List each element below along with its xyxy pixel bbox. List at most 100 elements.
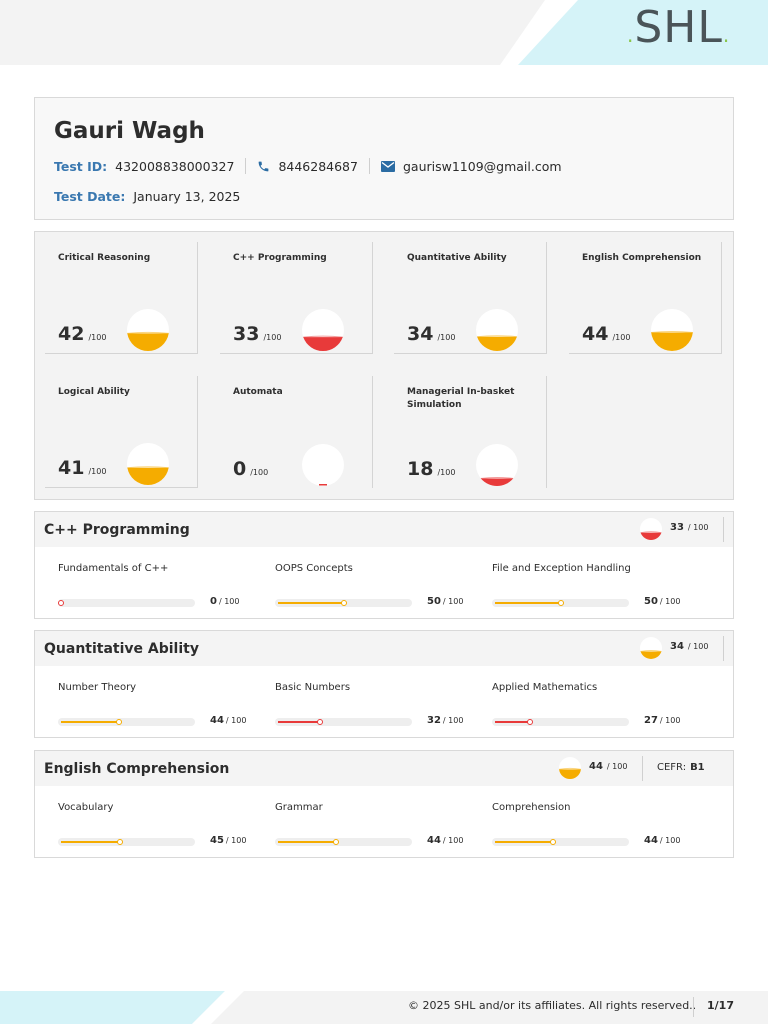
candidate-card: Gauri Wagh Test ID: 432008838000327 8446… xyxy=(34,97,734,220)
tile-title: English Comprehension xyxy=(582,253,702,263)
subskill-score: 44/ 100 xyxy=(427,835,463,846)
section-panel: Quantitative Ability 34/ 100 Number Theory… xyxy=(34,630,734,738)
subskill-progress-bar xyxy=(275,838,412,846)
score-gauge-fill xyxy=(477,336,517,351)
tile-title: Logical Ability xyxy=(58,387,130,397)
subskill-name: Grammar xyxy=(275,802,323,813)
tile-score-max: /100 xyxy=(437,468,456,477)
progress-fill xyxy=(495,602,561,604)
section-title: English Comprehension xyxy=(44,761,230,777)
subskill-name: Applied Mathematics xyxy=(492,682,598,693)
subskill-name: Fundamentals of C++ xyxy=(58,563,169,574)
copyright-text: © 2025 SHL and/or its affiliates. All ri… xyxy=(408,999,697,1012)
section-score-value: 34 xyxy=(670,641,684,652)
score-gauge xyxy=(127,443,169,485)
subskill-score-max: / 100 xyxy=(218,597,240,606)
subskill-score: 45/ 100 xyxy=(210,835,246,846)
divider xyxy=(642,756,643,781)
divider xyxy=(245,158,247,174)
progress-fill xyxy=(278,721,320,723)
subskill-score-value: 32 xyxy=(427,715,441,726)
subskill-score-max: / 100 xyxy=(659,597,681,606)
progress-fill xyxy=(61,841,120,843)
progress-marker xyxy=(558,600,564,606)
tile-score-value: 33 xyxy=(233,323,260,345)
section-panel: C++ Programming 33/ 100 Fundamentals of C+… xyxy=(34,511,734,619)
score-gauge xyxy=(651,309,693,351)
section-title: Quantitative Ability xyxy=(44,641,199,657)
score-gauge-fill xyxy=(480,478,514,486)
progress-marker xyxy=(527,719,533,725)
subskill-progress-bar xyxy=(492,838,629,846)
tile-score: 41/100 xyxy=(58,457,106,479)
tile-score-value: 42 xyxy=(58,323,85,345)
section-gauge-fill xyxy=(640,651,662,659)
subskill-score: 0/ 100 xyxy=(210,596,239,607)
subskill-progress-bar xyxy=(275,718,412,726)
section-gauge-wave xyxy=(640,531,662,534)
subskill-name: Comprehension xyxy=(492,802,571,813)
subskill-score: 32/ 100 xyxy=(427,715,463,726)
section-gauge xyxy=(640,518,662,540)
divider xyxy=(368,158,370,174)
test-date-row: Test Date: January 13, 2025 xyxy=(54,189,240,204)
subskill-score-value: 45 xyxy=(210,835,224,846)
subskill-score-max: / 100 xyxy=(442,597,464,606)
subskill-score-value: 44 xyxy=(427,835,441,846)
tile-title: Automata xyxy=(233,387,283,397)
subskill-score-value: 44 xyxy=(210,715,224,726)
tile-score-max: /100 xyxy=(250,468,269,477)
test-id-label: Test ID: xyxy=(54,158,108,174)
section-score-value: 44 xyxy=(589,761,603,772)
section-panel: English Comprehension 44/ 100 CEFR: B1 Vocab… xyxy=(34,750,734,858)
score-gauge-fill xyxy=(319,484,327,486)
score-tile: Automata 0/100 xyxy=(220,376,373,488)
section-title: C++ Programming xyxy=(44,522,190,538)
progress-marker xyxy=(117,839,123,845)
tile-score-value: 44 xyxy=(582,323,609,345)
progress-fill xyxy=(278,602,344,604)
progress-marker xyxy=(317,719,323,725)
candidate-info-row: Test ID: 432008838000327 8446284687 gaur… xyxy=(54,157,562,175)
section-gauge-fill xyxy=(559,769,581,779)
score-summary-grid: Critical Reasoning 42/100 C++ Programming 3… xyxy=(34,231,734,500)
score-gauge-wave xyxy=(127,466,169,469)
score-gauge xyxy=(302,309,344,351)
subskill-progress-bar xyxy=(275,599,412,607)
score-gauge xyxy=(302,444,344,486)
footer-band xyxy=(0,991,768,1024)
tile-title: Managerial In-basket Simulation xyxy=(407,387,515,410)
subskill-score-max: / 100 xyxy=(659,716,681,725)
subskill-name: File and Exception Handling xyxy=(492,563,631,574)
subskill-progress-bar xyxy=(492,599,629,607)
section-gauge xyxy=(640,637,662,659)
score-gauge-fill xyxy=(303,337,343,351)
tile-score-value: 34 xyxy=(407,323,434,345)
header-decoration xyxy=(500,0,768,65)
subskill-score-max: / 100 xyxy=(659,836,681,845)
progress-fill xyxy=(495,721,530,723)
tile-score-max: /100 xyxy=(88,333,107,342)
subskill-score-max: / 100 xyxy=(225,836,247,845)
progress-marker xyxy=(333,839,339,845)
tile-score-max: /100 xyxy=(88,467,107,476)
section-score: 44/ 100 xyxy=(589,761,627,772)
section-score: 34/ 100 xyxy=(670,641,708,652)
subskill-score: 44/ 100 xyxy=(210,715,246,726)
tile-title: C++ Programming xyxy=(233,253,327,263)
score-tile: C++ Programming 33/100 xyxy=(220,242,373,354)
score-tile: Managerial In-basket Simulation 18/100 xyxy=(394,376,547,488)
subskill-score: 44/ 100 xyxy=(644,835,680,846)
tile-score: 44/100 xyxy=(582,323,630,345)
subskill-score-value: 27 xyxy=(644,715,658,726)
page-number: 1/17 xyxy=(707,999,734,1012)
cefr-label: CEFR: xyxy=(657,762,687,773)
subskill-score-max: / 100 xyxy=(442,716,464,725)
subskill-progress-bar xyxy=(58,718,195,726)
subskill-progress-bar xyxy=(58,599,195,607)
tile-score-value: 0 xyxy=(233,458,247,480)
tile-score: 42/100 xyxy=(58,323,106,345)
score-gauge xyxy=(476,309,518,351)
cefr-value: B1 xyxy=(690,762,705,773)
email-value[interactable]: gaurisw1109@gmail.com xyxy=(402,158,562,174)
